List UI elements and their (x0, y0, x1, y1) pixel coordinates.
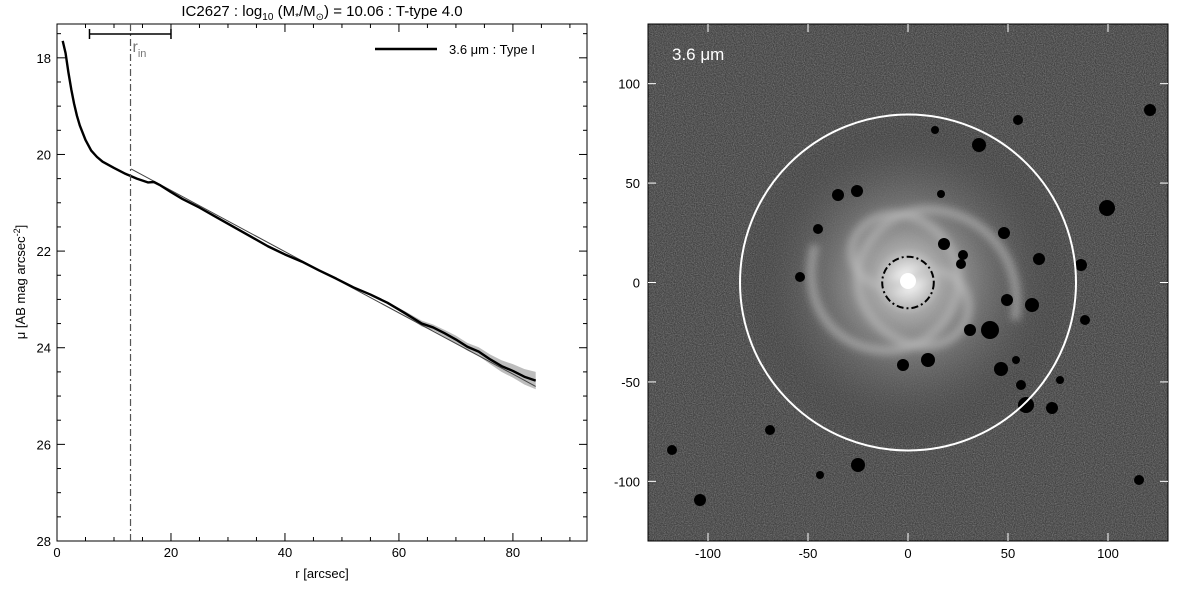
y-tick-label: 26 (37, 437, 51, 452)
masked-star (813, 224, 823, 234)
masked-star (1075, 259, 1087, 271)
masked-star (1012, 356, 1020, 364)
y-tick-label: 28 (37, 534, 51, 549)
masked-star (1016, 380, 1026, 390)
y-tick-label: 24 (37, 341, 51, 356)
legend: 3.6 μm : Type I (375, 42, 535, 57)
outer-aperture-circle (739, 113, 1077, 452)
profile-plot-frame (56, 23, 588, 542)
uncertainty-band (62, 40, 536, 390)
aperture-circles (739, 113, 1077, 452)
x-tick-label: 80 (506, 545, 520, 560)
masked-star (998, 227, 1010, 239)
masked-star (851, 185, 863, 197)
image-y-tick-label: 0 (633, 276, 640, 291)
masked-star (937, 190, 945, 198)
image-x-tick-label: 50 (1001, 546, 1015, 561)
masked-star (1056, 376, 1064, 384)
profile-ticks: 0 20 40 60 80 18 20 22 24 26 28 (37, 24, 587, 560)
masked-star (972, 138, 986, 152)
masked-star (832, 189, 844, 201)
masked-star (1033, 253, 1045, 265)
image-x-tick-label: -100 (695, 546, 721, 561)
image-y-tick-label: -100 (614, 474, 640, 489)
image-y-tick-label: 50 (626, 176, 640, 191)
x-tick-label: 0 (53, 545, 60, 560)
y-tick-label: 18 (37, 51, 51, 66)
profile-line (61, 40, 537, 382)
spiral-arms (806, 205, 1021, 355)
masked-star (694, 494, 706, 506)
x-tick-label: 40 (278, 545, 292, 560)
masked-star (667, 445, 677, 455)
x-tick-label: 20 (164, 545, 178, 560)
masked-star (816, 471, 824, 479)
galaxy-nucleus (900, 273, 916, 289)
masked-star (964, 324, 976, 336)
masked-star (765, 425, 775, 435)
profile-panel: IC2627 : log10 (M*/M⊙) = 10.06 : T-type … (12, 3, 588, 581)
profile-annotations: rin (88, 24, 172, 541)
masked-star (921, 353, 935, 367)
masked-star (958, 250, 968, 260)
masked-star (956, 259, 966, 269)
inner-aperture-circle (881, 255, 935, 310)
image-y-tick-label: -50 (621, 375, 640, 390)
profile-uncertainty-band (62, 40, 536, 390)
masked-star (795, 272, 805, 282)
masked-star (897, 359, 909, 371)
masked-star (981, 321, 999, 339)
image-x-tick-label: -50 (799, 546, 818, 561)
profile-lines (61, 40, 537, 387)
x-tick-label: 60 (392, 545, 406, 560)
profile-title: IC2627 : log10 (M*/M⊙) = 10.06 : T-type … (181, 3, 462, 23)
masked-stars (667, 104, 1156, 506)
image-x-tick-label: 0 (904, 546, 911, 561)
masked-star (1046, 402, 1058, 414)
masked-star (1134, 475, 1144, 485)
masked-star (994, 362, 1008, 376)
y-tick-label: 22 (37, 244, 51, 259)
masked-star (1001, 294, 1013, 306)
r-in-label: rin (133, 39, 147, 60)
masked-star (931, 126, 939, 134)
masked-star (1080, 315, 1090, 325)
masked-star (938, 238, 950, 250)
image-ticks: -100 -50 0 50 100 -100 -50 0 50 100 (614, 24, 1168, 561)
masked-star (1013, 115, 1023, 125)
legend-label: 3.6 μm : Type I (449, 42, 535, 57)
x-axis-label: r [arcsec] (295, 566, 348, 581)
masked-star (1025, 298, 1039, 312)
masked-star (1099, 200, 1115, 216)
masked-star (851, 458, 865, 472)
band-label: 3.6 μm (672, 45, 724, 64)
image-x-tick-label: 100 (1097, 546, 1119, 561)
masked-star (1144, 104, 1156, 116)
y-axis-label: μ [AB mag arcsec-2] (12, 225, 28, 340)
y-tick-label: 20 (37, 147, 51, 162)
image-y-tick-label: 100 (618, 77, 640, 92)
image-panel: -100 -50 0 50 100 -100 -50 0 50 100 3.6 μm (614, 23, 1169, 561)
masked-star (1018, 397, 1034, 413)
